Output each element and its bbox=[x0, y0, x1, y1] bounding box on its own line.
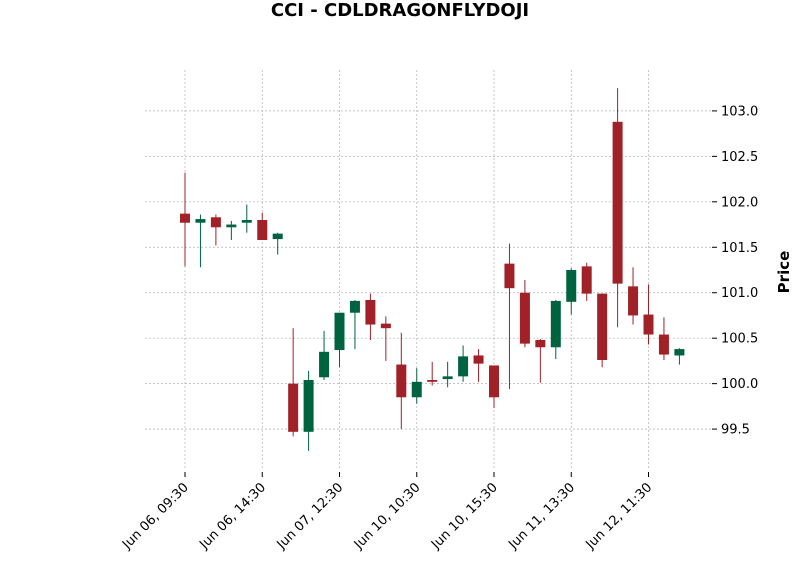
x-tick-label: Jun 06, 14:30 bbox=[196, 480, 269, 553]
candle bbox=[442, 361, 453, 388]
candle bbox=[349, 300, 360, 350]
y-tick-label: 100.5 bbox=[721, 332, 758, 347]
x-tick-label: Jun 07, 12:30 bbox=[274, 480, 347, 553]
candle-body bbox=[272, 233, 283, 240]
candle-body bbox=[303, 380, 314, 432]
candle bbox=[411, 368, 422, 404]
candle bbox=[674, 348, 685, 365]
candle-body bbox=[195, 219, 206, 223]
candle-body bbox=[365, 300, 376, 325]
candle-body bbox=[411, 381, 422, 398]
candle-body bbox=[519, 292, 530, 344]
candle bbox=[658, 317, 669, 360]
y-tick-label: 100.0 bbox=[721, 377, 758, 392]
candle bbox=[272, 232, 283, 255]
candle-body bbox=[226, 224, 237, 228]
candle bbox=[628, 267, 639, 325]
y-axis: 99.5 100.0 100.5 101.0 101.5 102.0 102.5 103.0 bbox=[712, 104, 758, 438]
candle bbox=[319, 330, 330, 380]
candle-body bbox=[473, 355, 484, 364]
candle-body bbox=[334, 312, 345, 350]
candle bbox=[473, 349, 484, 382]
candle-body bbox=[674, 349, 685, 356]
candle-body bbox=[257, 220, 268, 240]
candle-body bbox=[628, 286, 639, 316]
candle bbox=[597, 293, 608, 368]
candle-body bbox=[180, 213, 190, 223]
candle-body bbox=[319, 351, 330, 378]
y-tick-label: 101.0 bbox=[721, 286, 758, 301]
chart-title: CCI - CDLDRAGONFLYDOJI bbox=[270, 0, 530, 21]
candle-body bbox=[288, 383, 299, 432]
candle bbox=[257, 212, 268, 240]
candle-body bbox=[380, 323, 391, 329]
candle-body bbox=[550, 300, 561, 348]
candle-body bbox=[566, 270, 577, 302]
candle bbox=[643, 284, 654, 345]
candle bbox=[519, 280, 530, 348]
candle bbox=[226, 220, 237, 240]
x-tick-label: Jun 06, 09:30 bbox=[119, 480, 192, 553]
candle-body bbox=[535, 340, 546, 348]
x-tick-label: Jun 10, 15:30 bbox=[428, 480, 501, 553]
candle-body bbox=[658, 334, 669, 355]
candle bbox=[458, 345, 469, 382]
candle bbox=[303, 370, 314, 451]
candle bbox=[288, 328, 299, 437]
candle bbox=[612, 88, 623, 328]
candle-body bbox=[504, 263, 515, 289]
candle bbox=[180, 172, 190, 267]
candle-body bbox=[210, 217, 221, 228]
grid-lines bbox=[145, 70, 712, 470]
candle bbox=[365, 293, 376, 340]
candle bbox=[334, 312, 345, 368]
candle-body bbox=[581, 266, 592, 294]
candle bbox=[241, 204, 252, 233]
candle bbox=[566, 268, 577, 315]
x-axis: Jun 06, 09:30 Jun 06, 14:30 Jun 07, 12:30 J… bbox=[119, 472, 655, 553]
candle bbox=[427, 361, 438, 386]
x-tick-label: Jun 11, 13:30 bbox=[505, 480, 578, 553]
y-tick-label: 102.5 bbox=[721, 150, 758, 165]
candle bbox=[396, 332, 407, 430]
candle-body bbox=[349, 300, 360, 313]
candle-body bbox=[241, 220, 252, 223]
candle-body bbox=[612, 121, 623, 284]
candle bbox=[504, 243, 515, 390]
candle bbox=[195, 214, 206, 268]
candle bbox=[581, 262, 592, 301]
y-tick-label: 101.5 bbox=[721, 241, 758, 256]
x-tick-label: Jun 12, 11:30 bbox=[583, 480, 656, 553]
candle-body bbox=[643, 314, 654, 335]
y-tick-label: 102.0 bbox=[721, 195, 758, 210]
candle-body bbox=[458, 356, 469, 377]
candles bbox=[180, 88, 685, 451]
candle-body bbox=[427, 380, 438, 382]
candle bbox=[210, 214, 221, 246]
candle bbox=[550, 300, 561, 360]
x-tick-label: Jun 10, 10:30 bbox=[351, 480, 424, 553]
candle bbox=[380, 316, 391, 361]
candle bbox=[535, 339, 546, 383]
y-axis-title: Price bbox=[775, 251, 793, 294]
candle-body bbox=[489, 365, 499, 398]
candle-body bbox=[597, 293, 608, 360]
candle bbox=[489, 365, 499, 409]
candle-body bbox=[442, 376, 453, 380]
candle-body bbox=[396, 364, 407, 398]
y-tick-label: 103.0 bbox=[721, 104, 758, 119]
y-tick-label: 99.5 bbox=[721, 423, 750, 438]
